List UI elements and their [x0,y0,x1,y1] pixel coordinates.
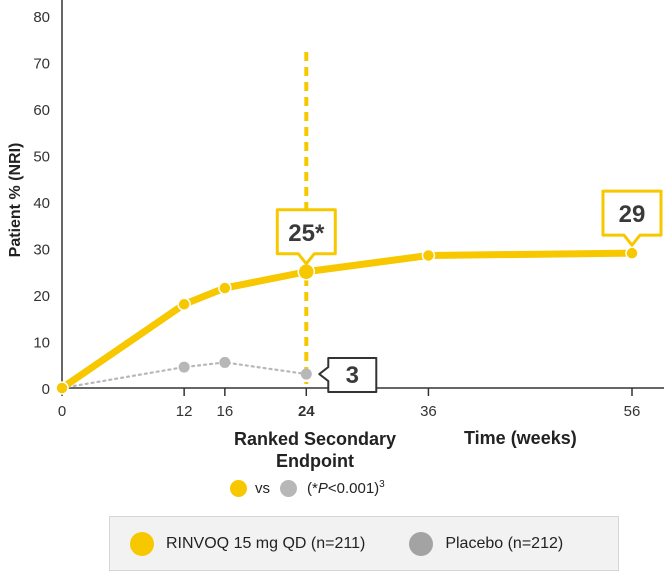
p-value-reference: 3 [379,479,385,490]
placebo-point [300,368,312,380]
rinvoq-legend-dot-icon [130,531,154,556]
rinvoq-callout-0-box [275,208,337,266]
rinvoq-point [297,263,316,281]
rinvoq-point [177,297,191,312]
x-tick-label: 0 [58,403,66,420]
rinvoq-dot-icon [230,479,247,497]
p-value-note: (*P<0.001)3 [307,479,385,497]
placebo-callout-2-box [318,357,378,394]
y-tick-label: 60 [33,102,50,119]
comparison-note: vs (*P<0.001)3 [230,478,385,498]
rinvoq-callout-1-box [601,189,663,247]
rinvoq-point [218,281,232,295]
y-tick-label: 0 [42,381,50,398]
rinvoq-line [58,249,636,392]
placebo-point [219,356,231,368]
y-tick-label: 10 [33,335,50,352]
y-tick-label: 40 [33,195,50,212]
p-value-p: P [317,480,328,497]
placebo-callout-2-label: 3 [346,362,359,389]
legend-item-placebo: Placebo (n=212) [409,531,564,556]
ranked-secondary-endpoint-label: Ranked Secondary Endpoint [233,429,397,471]
y-tick-label: 30 [33,242,50,259]
rinvoq-callout-0-label: 25* [288,220,325,247]
x-tick-label: 12 [176,403,193,420]
y-tick-label: 20 [33,288,50,305]
y-tick-label: 80 [33,9,50,26]
rinvoq-point [421,248,436,263]
x-tick-label: 16 [217,403,234,420]
p-value-rest: <0.001) [327,480,380,497]
rinvoq-point [55,381,69,395]
callout-layer: 25* 29 3 [275,189,663,394]
y-axis-label: Patient % (NRI) [7,143,24,258]
rinvoq-point [625,246,639,260]
vs-text: vs [255,479,270,497]
line-chart: 0 10 20 30 40 50 60 70 80 0 12 16 24 36 56 25* 29 3 Pati… [7,0,664,420]
placebo-legend-dot-icon [409,531,434,556]
p-value-open: (* [307,480,318,497]
x-tick-label: 36 [420,403,437,420]
x-tick-label: 56 [624,403,641,420]
placebo-dot-icon [280,479,297,497]
x-axis-label: Time (weeks) [464,428,577,448]
y-tick-label: 50 [33,149,50,166]
y-tick-label: 70 [33,56,50,73]
legend: RINVOQ 15 mg QD (n=211) Placebo (n=212) [109,516,619,571]
legend-label-placebo: Placebo (n=212) [445,534,564,552]
legend-item-rinvoq: RINVOQ 15 mg QD (n=211) [130,531,366,556]
placebo-line [60,361,308,390]
placebo-point [178,361,190,373]
rinvoq-callout-1-label: 29 [619,201,646,228]
legend-label-rinvoq: RINVOQ 15 mg QD (n=211) [166,534,366,552]
axes-layer: 0 10 20 30 40 50 60 70 80 0 12 16 24 36 56 [33,0,664,420]
x-tick-label: 24 [298,403,315,420]
series-layer [55,52,639,395]
